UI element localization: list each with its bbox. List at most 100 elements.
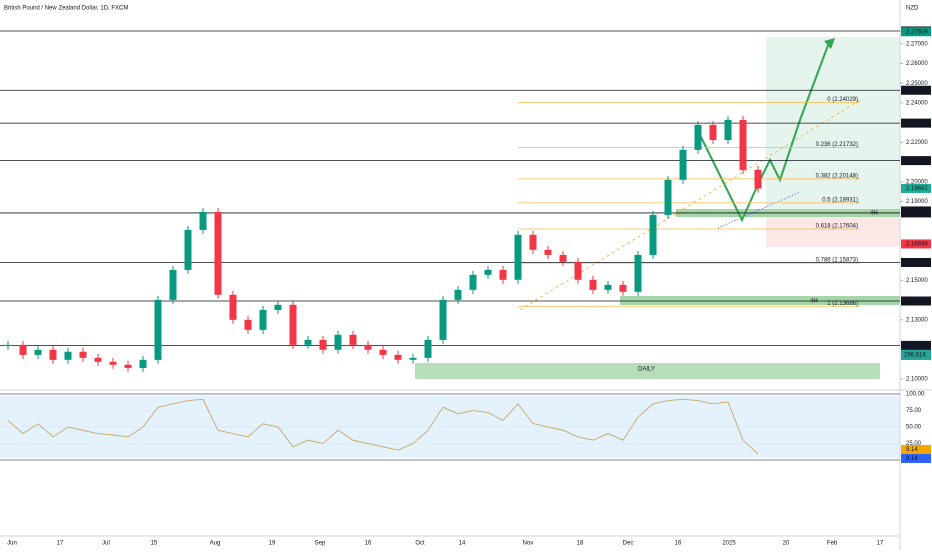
candle	[484, 269, 492, 275]
rsi-label-box	[901, 444, 931, 454]
level-label: 2.15907	[906, 260, 928, 266]
rsi-value-label: 9.14	[906, 447, 918, 453]
fib-label: 0 (2.24029)	[827, 97, 858, 103]
candle	[319, 339, 327, 350]
x-tick-label: Sep	[315, 541, 326, 547]
candle	[184, 229, 192, 270]
fib-label: 1 (2.13686)	[827, 301, 858, 307]
x-tick-label: Oct	[415, 541, 425, 547]
candle	[754, 169, 762, 189]
y-tick-label: 2.26000	[906, 61, 928, 67]
level-label: 2.22976	[906, 121, 928, 127]
level-label-box	[901, 85, 931, 95]
candle	[619, 284, 627, 292]
projection-arrow	[824, 38, 835, 49]
level-label: 2.21075	[906, 158, 928, 164]
level-label: 2.19662	[906, 186, 928, 192]
candle	[649, 214, 657, 255]
y-tick-label: 2.22000	[906, 140, 928, 146]
x-tick-label: 16	[675, 541, 682, 547]
candle	[244, 319, 252, 330]
candle	[379, 349, 387, 355]
candle	[34, 349, 42, 355]
stop-zone	[766, 217, 900, 247]
candle	[739, 119, 747, 170]
x-tick-label: 17	[57, 541, 64, 547]
candle	[679, 149, 687, 180]
level-label: 2.27609	[906, 29, 928, 35]
candle	[109, 361, 117, 365]
rsi-label-box	[901, 453, 931, 463]
level-label: 2.18421	[906, 211, 928, 217]
fib-label: 0.786 (2.15873)	[816, 258, 858, 264]
rsi-tick-label: 25.00	[906, 441, 922, 447]
candle	[334, 334, 342, 350]
y-tick-label: 2.20000	[906, 179, 928, 185]
volume-label: 266.81K	[904, 353, 926, 359]
x-tick-label: 20	[783, 541, 790, 547]
candle	[454, 289, 462, 300]
candle	[154, 299, 162, 360]
x-tick-label: Nov	[523, 541, 534, 547]
candle	[274, 304, 282, 310]
candle	[499, 269, 507, 280]
candle	[724, 119, 732, 140]
x-tick-label: Jul	[102, 541, 110, 547]
zone-label: 4H	[870, 211, 878, 217]
candle	[529, 234, 537, 250]
level-label: 2.11702	[906, 343, 928, 349]
candle	[634, 254, 642, 292]
rsi-tick-label: 50.00	[906, 425, 922, 431]
x-tick-label: 2025	[722, 541, 736, 547]
x-tick-label: 16	[365, 541, 372, 547]
rsi-value-label: 9.14	[906, 456, 918, 462]
level-label: 2.13954	[906, 299, 928, 305]
rsi-line	[7, 398, 759, 455]
x-tick-label: Aug	[210, 541, 221, 547]
y-tick-label: 2.10000	[906, 377, 928, 383]
y-tick-label: 2.27000	[906, 41, 928, 47]
candle	[574, 261, 582, 280]
level-label-box	[901, 118, 931, 128]
candle	[124, 364, 132, 368]
candle	[229, 294, 237, 320]
fib-label: 0.5 (2.18931)	[822, 197, 858, 203]
level-label-box	[901, 239, 931, 249]
candle	[589, 279, 597, 290]
candle	[349, 334, 357, 345]
level-label-box	[901, 27, 931, 37]
candle	[94, 357, 102, 362]
fib-label: 0.618 (2.17604)	[816, 224, 858, 230]
x-tick-label: 19	[269, 541, 276, 547]
fib-label: 0.236 (2.21732)	[816, 142, 858, 148]
candle	[49, 349, 57, 360]
x-tick-label: Jun	[7, 541, 17, 547]
projection-path	[699, 39, 831, 223]
y-tick-label: 2.25000	[906, 81, 928, 87]
candle	[604, 284, 612, 290]
candle	[64, 351, 72, 360]
candle	[694, 125, 702, 150]
level-label-box	[901, 183, 931, 193]
candle	[364, 344, 372, 350]
level-label-box	[901, 156, 931, 166]
candle	[439, 299, 447, 340]
candle	[169, 269, 177, 300]
demand-zone-daily	[415, 363, 880, 379]
level-label-box	[901, 296, 931, 306]
y-tick-label: 2.24000	[906, 101, 928, 107]
x-tick-label: 18	[577, 541, 584, 547]
fib-label: 0.382 (2.20148)	[816, 173, 858, 179]
candle	[289, 304, 297, 345]
currency: NZD	[906, 6, 919, 12]
candle	[304, 339, 312, 345]
rsi-tick-label: 100.00	[906, 392, 925, 398]
candle	[4, 344, 12, 346]
level-label-box	[901, 257, 931, 267]
y-tick-label: 2.13000	[906, 317, 928, 323]
candle	[424, 339, 432, 358]
x-tick-label: Dec	[623, 541, 634, 547]
candle	[199, 211, 207, 230]
volume-label-box	[901, 350, 931, 360]
